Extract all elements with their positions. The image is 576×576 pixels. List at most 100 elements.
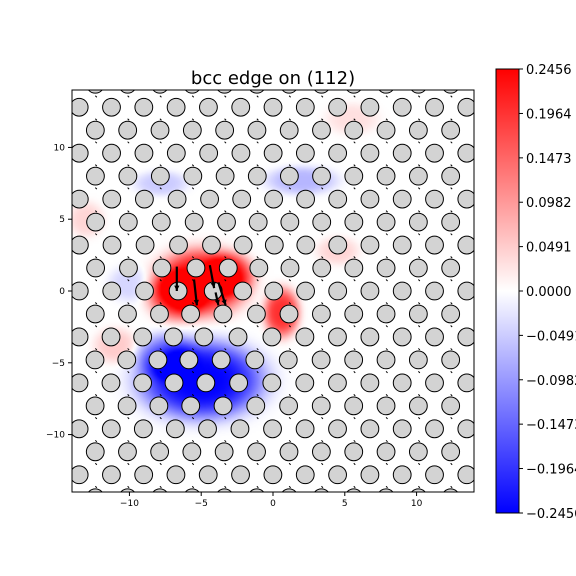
vector-tick [483,394,485,396]
atom [376,212,396,232]
vector-tick [94,439,98,443]
vector-tick [288,348,292,351]
atom [441,350,461,370]
vector-tick [127,439,130,443]
atom [199,143,219,163]
vector-tick [321,371,324,374]
x-tick-label: 5 [342,499,348,509]
vector-tick [128,73,130,75]
atom [231,465,250,485]
vector-tick [288,141,292,144]
vector-tick [321,439,324,443]
plot-area [31,50,550,530]
vector-tick [450,187,453,190]
vector-tick [321,348,324,351]
atom [233,281,253,301]
vector-tick [159,394,162,397]
vector-tick [224,164,227,167]
atom [360,281,380,301]
vector-tick [483,325,485,327]
vector-tick [418,73,420,75]
atom [344,166,364,186]
atom [72,235,89,255]
atom [262,373,282,393]
atom [474,489,492,507]
atom [213,304,233,324]
atom [344,350,364,370]
vector-tick [256,118,259,121]
atom [361,52,379,70]
atom [361,512,379,530]
atom [211,350,231,370]
atom [280,258,300,278]
vector-tick [418,394,421,397]
vector-tick [127,348,130,351]
atom [54,75,72,93]
atom [441,166,461,186]
vector-tick [418,462,421,466]
atom [72,281,89,301]
vector-tick [256,279,259,282]
vector-tick [418,509,420,511]
vector-tick [321,50,323,52]
vector-tick [256,233,259,236]
vector-tick [31,486,33,488]
atom [457,373,474,393]
vector-tick [224,371,227,374]
atom [328,373,347,393]
atom [232,189,252,209]
atom [168,281,188,301]
vector-tick [127,210,130,213]
atom [311,396,331,416]
vector-tick [31,211,33,213]
atom [70,512,88,530]
atom [393,512,411,530]
atom [279,442,299,462]
vector-tick [353,325,356,328]
vector-tick [385,439,388,443]
atom [441,396,461,416]
atom [392,327,412,347]
atom [118,212,138,232]
atom [328,419,347,439]
vector-tick [321,279,324,282]
atom [184,488,200,492]
vector-tick [225,50,227,52]
vector-tick [450,141,453,144]
atom [85,442,105,462]
atom [215,166,235,186]
vector-tick [418,302,421,305]
vector-tick [256,462,259,466]
vector-tick [450,371,453,374]
atom [262,327,282,347]
atom [181,304,201,324]
vector-tick [63,302,65,304]
atom [312,120,331,140]
vector-tick [385,348,388,351]
atom [150,442,170,462]
atom [218,258,238,278]
atom [72,419,89,439]
vector-tick [256,141,259,144]
atom [166,143,186,163]
vector-tick [191,233,195,236]
atom [263,143,283,163]
atom [295,419,315,439]
x-tick-label: −5 [195,499,208,509]
atom [72,97,89,117]
y-tick-label: −5 [52,359,65,369]
atom [215,120,235,140]
atom [329,512,347,530]
vector-tick [256,325,259,328]
vector-tick [191,256,195,259]
atom [295,465,315,485]
vector-tick [288,302,292,305]
atom [87,90,103,94]
vector-tick [548,142,550,144]
vector-tick [191,95,195,98]
vector-tick [127,279,130,282]
vector-tick [418,439,421,443]
atom [169,235,188,255]
atom [457,143,474,163]
vector-tick [450,439,453,443]
